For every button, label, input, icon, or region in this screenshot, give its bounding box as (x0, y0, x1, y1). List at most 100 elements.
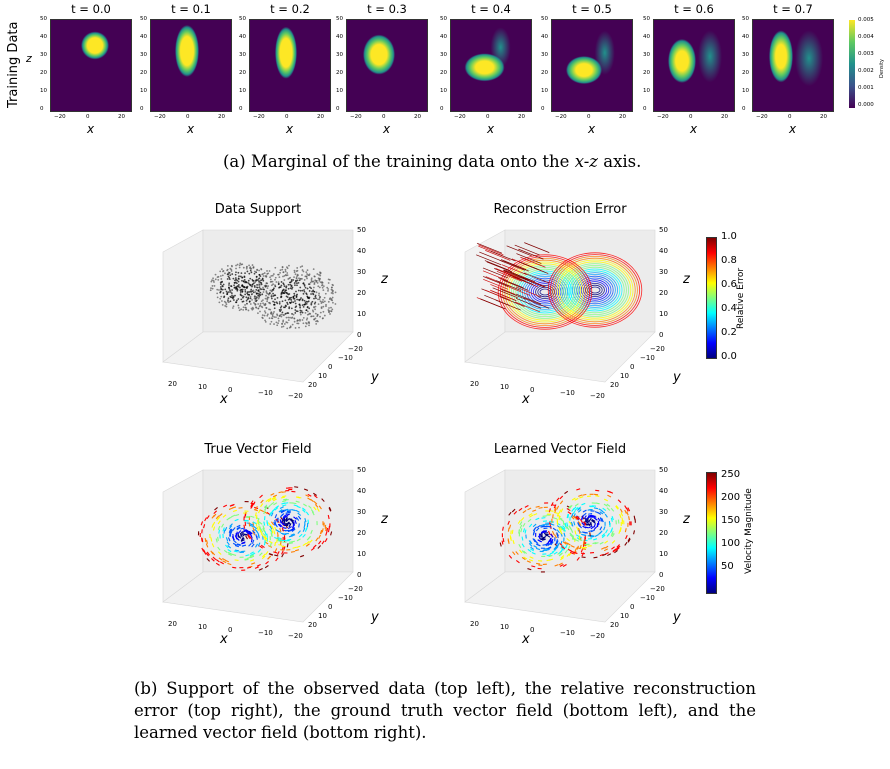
z-tick: 20 (541, 70, 548, 76)
vector-arrow (269, 542, 272, 547)
support-point (232, 305, 235, 308)
vector-arrow (263, 521, 266, 526)
support-point (305, 322, 307, 324)
support-point (259, 310, 261, 313)
support-point (311, 309, 314, 312)
support-point (249, 277, 252, 280)
vector-arrow (564, 490, 569, 495)
support-point (304, 311, 307, 314)
support-point (252, 266, 255, 268)
vector-arrow (553, 504, 557, 509)
vector-arrow (262, 533, 267, 537)
support-point (331, 308, 334, 311)
vector-arrow (319, 529, 323, 535)
vector-arrow (290, 520, 294, 525)
support-point (264, 311, 267, 314)
vector-arrow (240, 532, 245, 537)
x-tick: −10 (560, 389, 575, 397)
support-point (262, 299, 264, 302)
vector-arrow (590, 526, 595, 530)
vector-arrow (232, 509, 237, 512)
support-point (248, 283, 251, 286)
support-point (287, 278, 290, 280)
vector-arrow (321, 498, 325, 502)
support-point (310, 277, 313, 280)
caption-a-prefix: (a) Marginal of the training data onto t… (223, 152, 575, 171)
vector-arrow (254, 566, 259, 569)
support-point (258, 274, 261, 276)
relative-error-tick: 0.8 (721, 255, 737, 266)
support-point (222, 270, 224, 273)
vector-arrow (556, 532, 559, 537)
vector-arrow (330, 531, 333, 536)
vector-arrow (556, 534, 559, 539)
z-axis-label: z (683, 272, 690, 287)
vector-arrow (222, 514, 227, 518)
vector-arrow (521, 550, 526, 554)
vector-arrow (244, 513, 246, 518)
vector-arrow (595, 502, 600, 505)
support-point (271, 314, 274, 316)
vector-arrow (277, 538, 282, 542)
support-point (236, 263, 239, 266)
vector-arrow (271, 497, 277, 501)
support-point (269, 276, 271, 279)
support-point (328, 278, 331, 281)
support-point (292, 301, 295, 304)
vector-arrow (281, 522, 286, 526)
vector-arrow (619, 508, 623, 513)
vector-arrow (556, 539, 558, 544)
support-point (296, 319, 299, 322)
error-trajectory (484, 289, 511, 301)
x-axis-label: x (87, 122, 95, 136)
vector-arrow (267, 555, 272, 560)
z-tick: 40 (659, 247, 668, 255)
support-point (241, 276, 244, 279)
z-tick: 40 (440, 34, 447, 40)
vector-arrow (252, 521, 255, 527)
vector-arrow (530, 548, 535, 552)
support-point (308, 307, 311, 310)
z-tick: 0 (357, 571, 362, 579)
vector-arrow (227, 545, 232, 549)
vector-arrow (593, 507, 599, 510)
y-tick: 20 (308, 381, 317, 389)
vector-arrow (270, 510, 274, 515)
vector-arrow (578, 538, 583, 542)
support-point (277, 283, 280, 286)
vector-arrow (245, 554, 250, 557)
support-point (284, 268, 287, 271)
vector-arrow (529, 514, 534, 518)
vector-arrow (216, 516, 221, 521)
support-point (274, 266, 277, 269)
error-trajectory (530, 281, 560, 303)
caption-a-math: x-z (574, 152, 598, 171)
y-axis-label: y (673, 610, 681, 625)
x-axis-label: x (789, 122, 797, 136)
vector-arrow (257, 542, 261, 547)
support-point (286, 272, 289, 274)
vector-arrow (283, 514, 288, 518)
vector-arrow (233, 539, 237, 544)
vector-arrow (273, 530, 276, 535)
vector-arrow (554, 534, 558, 539)
vector-arrow (531, 565, 536, 568)
error-trajectory (498, 277, 524, 289)
vector-arrow (328, 507, 332, 512)
support-point (281, 300, 284, 303)
support-point (278, 301, 281, 303)
vector-arrow (229, 523, 233, 527)
support-point (259, 288, 262, 291)
support-point (220, 295, 223, 298)
support-point (212, 279, 215, 282)
vector-arrow (574, 539, 580, 542)
vector-arrow (567, 505, 572, 510)
support-point (305, 293, 308, 296)
3d-axes-3 (464, 469, 656, 623)
error-trajectory (504, 259, 586, 325)
support-point (306, 287, 309, 290)
vector-arrow (258, 527, 262, 533)
support-point (266, 300, 269, 303)
error-trajectory (516, 253, 542, 264)
support-point (256, 286, 259, 289)
